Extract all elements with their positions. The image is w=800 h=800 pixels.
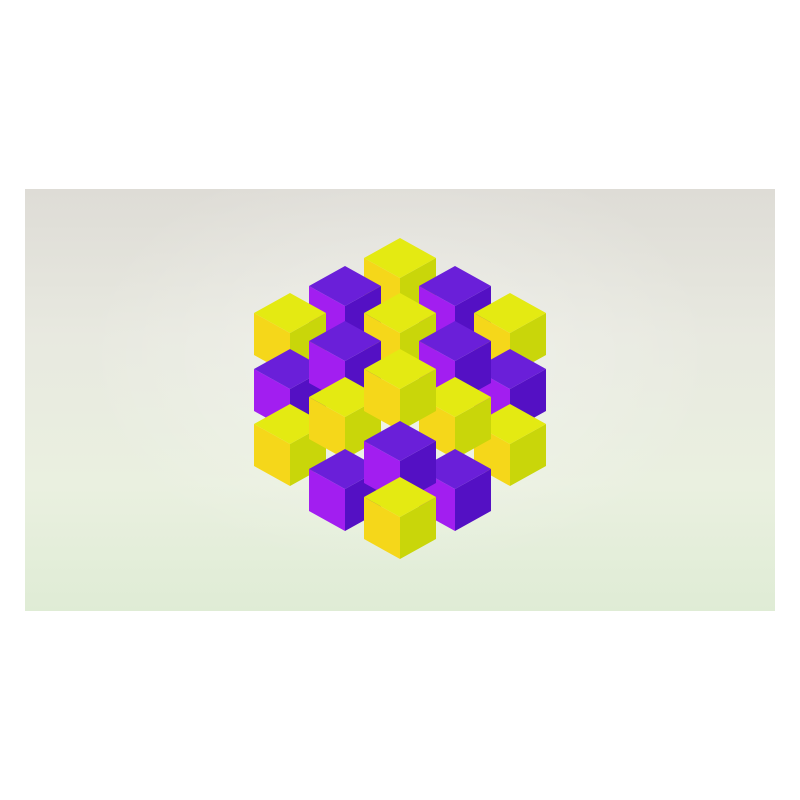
cube-top-face	[474, 349, 546, 389]
cube-left-face	[309, 397, 345, 459]
cube-top-face	[309, 449, 381, 489]
cube-right-face	[400, 369, 436, 431]
cube-top-face	[309, 266, 381, 306]
cube-top-face	[364, 421, 436, 461]
cube-top-face	[364, 293, 436, 333]
cube-top-face	[254, 349, 326, 389]
cube-top-face	[419, 377, 491, 417]
cube-top-face	[254, 404, 326, 444]
cube-left-face	[364, 369, 400, 431]
cube-top-face	[309, 321, 381, 361]
cube-purple-r6-center	[364, 421, 436, 503]
cube-top-face	[309, 377, 381, 417]
cube-top-face	[419, 449, 491, 489]
cube-right-face	[455, 397, 491, 459]
cube-right-face	[400, 497, 436, 559]
cube-top-face	[254, 293, 326, 333]
cube-yellow-r8-bottom	[364, 477, 436, 559]
cube-right-face	[510, 424, 546, 486]
cube-top-face	[474, 293, 546, 333]
cube-left-face	[254, 424, 290, 486]
cube-top-face	[364, 477, 436, 517]
cube-right-face	[455, 469, 491, 531]
cube-top-face	[419, 321, 491, 361]
cube-top-face	[419, 266, 491, 306]
cube-yellow-r6-left	[254, 404, 326, 486]
cube-left-face	[364, 497, 400, 559]
cube-top-face	[474, 404, 546, 444]
cube-yellow-r4-center	[364, 349, 436, 431]
cube-top-face	[364, 238, 436, 278]
cube-left-face	[309, 469, 345, 531]
cube-top-face	[364, 349, 436, 389]
